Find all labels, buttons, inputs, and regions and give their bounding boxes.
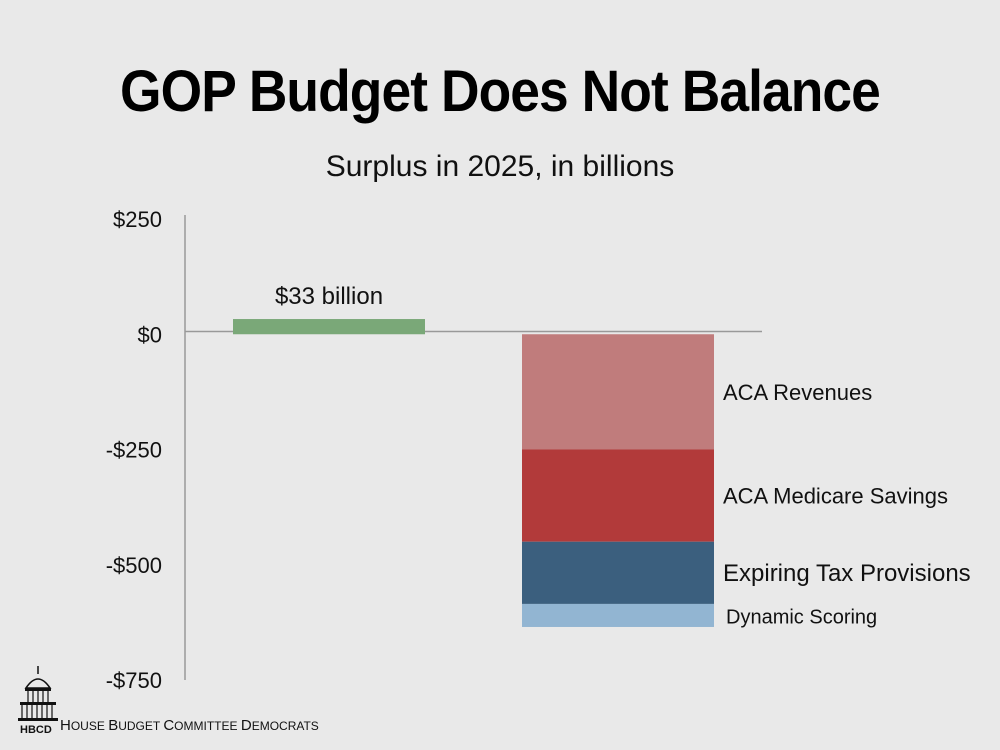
data-label: Expiring Tax Provisions bbox=[723, 560, 971, 587]
data-label: ACA Medicare Savings bbox=[723, 484, 948, 509]
chart-title: GOP Budget Does Not Balance bbox=[120, 59, 881, 124]
footer-org-name: HOUSE BUDGET COMMITTEE DEMOCRATS bbox=[60, 717, 319, 734]
logo-text: HBCD bbox=[20, 724, 52, 736]
capitol-logo-icon bbox=[18, 666, 58, 721]
data-label: $33 billion bbox=[275, 283, 383, 310]
bar-segment bbox=[522, 541, 714, 604]
footer: HBCD HOUSE BUDGET COMMITTEE DEMOCRATS bbox=[16, 664, 436, 744]
y-tick-label: $250 bbox=[113, 207, 162, 232]
bar-segment bbox=[233, 319, 425, 335]
bar-segment bbox=[522, 603, 714, 627]
bar-segment bbox=[522, 334, 714, 450]
data-label: ACA Revenues bbox=[723, 380, 872, 405]
y-tick-label: -$500 bbox=[106, 553, 162, 578]
chart-subtitle: Surplus in 2025, in billions bbox=[325, 150, 675, 183]
y-tick-label: $0 bbox=[138, 322, 162, 347]
y-tick-label: -$250 bbox=[106, 438, 162, 463]
y-tick-label: -$750 bbox=[106, 668, 162, 693]
data-label: Dynamic Scoring bbox=[726, 606, 877, 628]
bar-segment bbox=[522, 449, 714, 542]
